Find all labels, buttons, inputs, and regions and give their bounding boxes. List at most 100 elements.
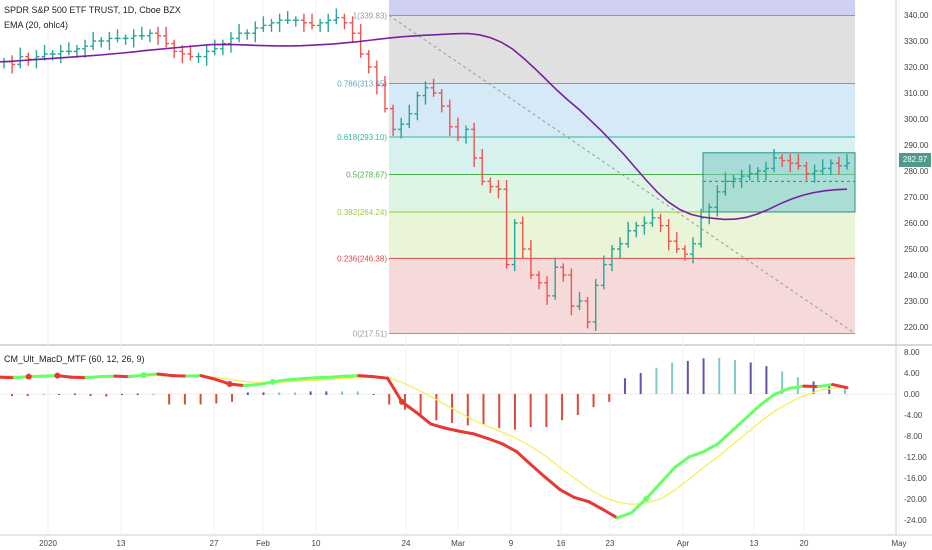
time-tick-label: 2020 xyxy=(39,539,57,548)
macd-line-segment xyxy=(802,384,820,389)
ohlc-bar xyxy=(471,122,478,168)
ohlc-bar xyxy=(649,208,656,227)
macd-tick-label: 4.00 xyxy=(904,369,920,378)
fib-zone xyxy=(389,211,855,259)
macd-line-segment xyxy=(529,463,548,479)
price-tick-label: 310.00 xyxy=(904,89,929,98)
macd-line-segment xyxy=(572,495,591,504)
time-tick-label: 13 xyxy=(750,539,759,548)
price-tick-label: 230.00 xyxy=(904,297,929,306)
macd-line-segment xyxy=(84,375,102,380)
ohlc-bar xyxy=(41,44,48,61)
fib-level-label: 0.382(264.24) xyxy=(337,208,387,217)
ohlc-bar xyxy=(309,13,316,30)
ohlc-bar xyxy=(349,16,356,43)
macd-cross-dot xyxy=(226,381,233,388)
ohlc-bar xyxy=(779,154,786,168)
fib-level-label: 0(217.51) xyxy=(353,329,388,338)
indicator-legend: CM_Ult_MacD_MTF (60, 12, 26, 9) xyxy=(4,354,145,364)
ohlc-bar xyxy=(600,255,607,290)
price-tick-label: 290.00 xyxy=(904,141,929,150)
ohlc-bar xyxy=(219,39,226,56)
fib-zone xyxy=(389,15,855,84)
ohlc-bar xyxy=(195,52,202,64)
macd-line-segment xyxy=(299,376,318,381)
time-tick-label: 13 xyxy=(117,539,126,548)
macd-line-segment xyxy=(113,374,131,379)
price-tick-label: 270.00 xyxy=(904,193,929,202)
ohlc-bar xyxy=(835,156,842,175)
ohlc-bar xyxy=(681,245,688,261)
macd-line-segment xyxy=(745,403,763,420)
fib-level-label: 0.236(246.38) xyxy=(337,254,387,263)
price-tick-label: 250.00 xyxy=(904,245,929,254)
trend-line xyxy=(388,15,856,334)
macd-line-segment xyxy=(788,384,806,390)
time-tick-label: Mar xyxy=(451,539,465,548)
price-tick-label: 300.00 xyxy=(904,115,929,124)
macd-tick-label: -16.00 xyxy=(904,474,927,483)
ohlc-bar xyxy=(260,16,267,32)
macd-line-segment xyxy=(328,374,347,379)
ohlc-bar xyxy=(341,13,348,30)
macd-line-segment xyxy=(70,375,88,380)
macd-line-segment xyxy=(759,392,777,406)
ohlc-bar xyxy=(244,29,251,40)
macd-line-segment xyxy=(500,442,519,454)
price-tick-label: 320.00 xyxy=(904,63,929,72)
ohlc-bar xyxy=(57,44,64,64)
ohlc-bar xyxy=(535,271,542,290)
macd-cross-dot xyxy=(643,496,650,502)
ohlc-bar xyxy=(495,180,502,199)
macd-cross-dot xyxy=(54,372,61,379)
price-tick-label: 240.00 xyxy=(904,271,929,280)
fib-zone xyxy=(389,83,855,137)
macd-line-segment xyxy=(673,455,691,469)
macd-line-segment xyxy=(199,374,217,381)
ohlc-bar xyxy=(365,50,372,74)
ohlc-bar xyxy=(227,31,234,53)
macd-line-segment xyxy=(443,426,461,433)
ohlc-bar xyxy=(438,89,445,113)
macd-line-segment xyxy=(630,497,648,515)
macd-line-segment xyxy=(773,386,792,396)
ohlc-bar xyxy=(187,44,194,61)
ohlc-bar xyxy=(236,24,243,43)
macd-line-segment xyxy=(587,500,605,511)
ohlc-bar xyxy=(487,177,494,194)
ohlc-bar xyxy=(300,13,307,32)
macd-line-segment xyxy=(285,377,303,382)
macd-cross-dot xyxy=(140,372,147,379)
time-tick-label: Apr xyxy=(677,539,690,548)
ohlc-bar xyxy=(373,60,380,95)
price-tick-label: 260.00 xyxy=(904,219,929,228)
macd-line-segment xyxy=(730,416,749,433)
ohlc-bar xyxy=(390,104,397,136)
ohlc-bar xyxy=(130,29,137,48)
ohlc-bar xyxy=(819,159,826,175)
ohlc-bar xyxy=(617,237,624,259)
last-price-badge: 282.97 xyxy=(899,153,931,167)
fib-level-label: 0.786(313.65) xyxy=(337,80,387,89)
ohlc-bar xyxy=(714,185,721,217)
ohlc-bar xyxy=(122,34,129,45)
ohlc-bar xyxy=(114,29,121,43)
ema-legend: EMA (20, ohlc4) xyxy=(4,20,69,30)
time-tick-label: May xyxy=(891,539,906,548)
ohlc-bar xyxy=(446,99,453,136)
ohlc-bar xyxy=(325,13,332,32)
ohlc-bar xyxy=(414,91,421,121)
ohlc-bar xyxy=(292,16,299,27)
ohlc-bar xyxy=(276,13,283,32)
ohlc-bar xyxy=(211,39,218,56)
ohlc-bar xyxy=(381,76,388,113)
ohlc-bar xyxy=(503,180,510,269)
ohlc-bar xyxy=(171,39,178,58)
ohlc-bar xyxy=(641,216,648,235)
macd-line-segment xyxy=(170,374,189,378)
ohlc-bar xyxy=(795,154,802,170)
macd-line-segment xyxy=(716,429,734,446)
ohlc-bar xyxy=(592,278,599,331)
ohlc-bar xyxy=(576,291,583,311)
